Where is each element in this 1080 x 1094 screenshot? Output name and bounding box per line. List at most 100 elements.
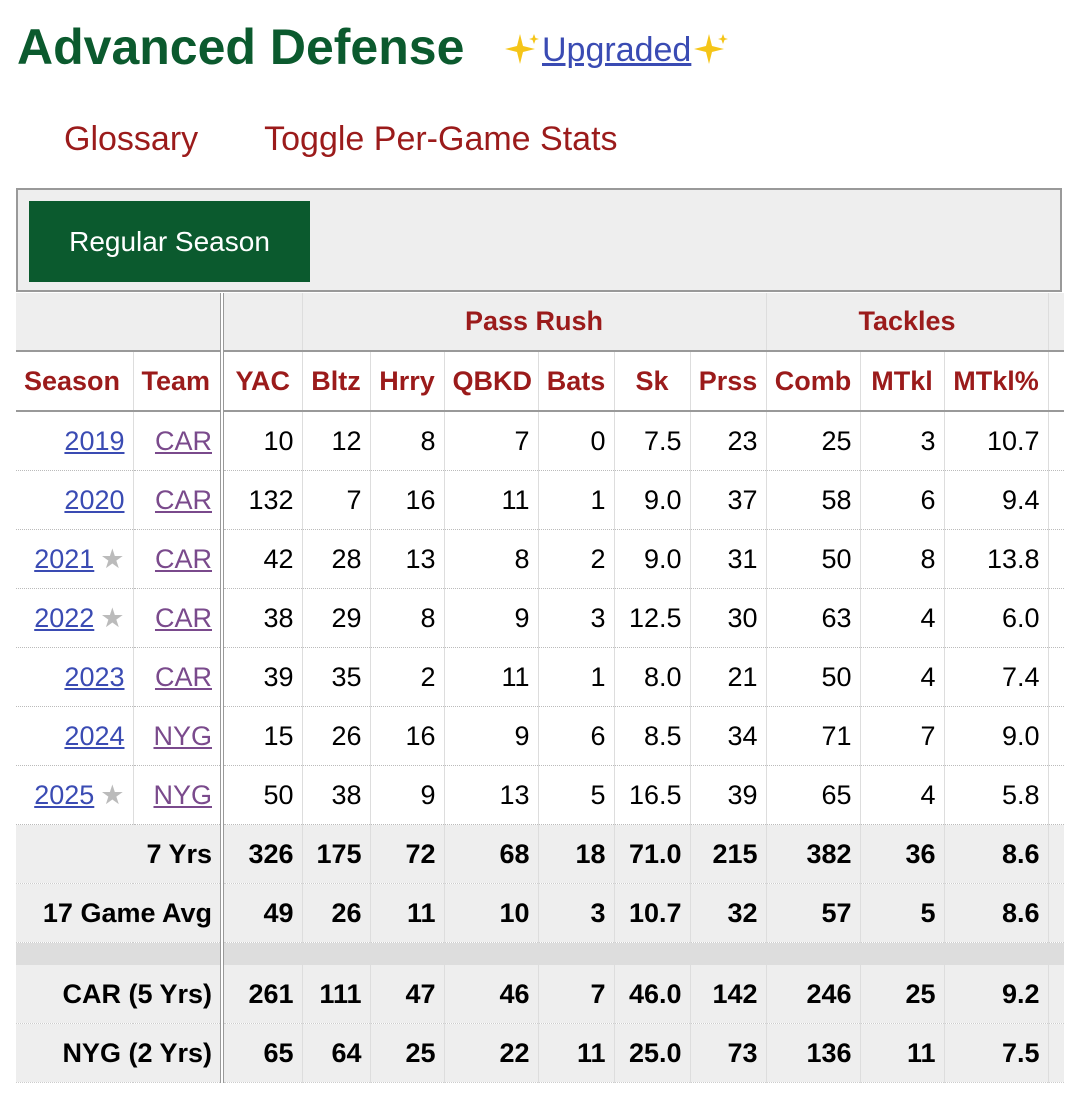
stat-cell: 29 [302, 588, 371, 648]
team-link[interactable]: NYG [153, 720, 212, 751]
total-cell: 49 [222, 883, 303, 943]
team-link[interactable]: CAR [154, 661, 212, 692]
stat-cell: 2 [370, 647, 445, 707]
stat-cell: 11 [444, 470, 539, 530]
total-row: CAR (5 Yrs) 261 111 47 46 7 46.0 142 246 25 9.2 [16, 965, 1064, 1024]
season-cell: 2019 [16, 411, 134, 471]
data-row: 2020 CAR 132 7 16 11 1 9.0 37 58 6 9.4 [16, 470, 1064, 530]
team-link[interactable]: CAR [154, 484, 212, 515]
stat-cell: 50 [222, 765, 303, 825]
total-cell: 382 [766, 824, 861, 884]
stat-cell: 16 [370, 470, 445, 530]
total-cell: 32 [690, 883, 767, 943]
team-cell: NYG [133, 765, 224, 825]
column-header[interactable]: Prss [690, 351, 767, 412]
stat-cell: 58 [766, 470, 861, 530]
season-cell: 2023 [16, 647, 134, 707]
stat-cell: 3 [538, 588, 615, 648]
season-link[interactable]: 2021 [34, 543, 95, 574]
total-label: NYG (2 Yrs) [16, 1023, 224, 1083]
total-cell: 5 [860, 883, 945, 943]
total-cell: 136 [766, 1023, 861, 1083]
stat-cell: 5.8 [944, 765, 1049, 825]
team-link[interactable]: NYG [153, 779, 212, 810]
total-cell: 46.0 [614, 965, 691, 1024]
column-header [1048, 351, 1064, 412]
season-cell: 2024 [16, 706, 134, 766]
cut-cell [1048, 411, 1064, 471]
column-header[interactable]: Sk [614, 351, 691, 412]
cut-cell [1048, 883, 1064, 943]
season-link[interactable]: 2023 [64, 661, 125, 692]
season-link[interactable]: 2020 [64, 484, 125, 515]
cut-cell [1048, 647, 1064, 707]
stat-cell: 42 [222, 529, 303, 589]
stat-cell: 12 [302, 411, 371, 471]
stat-cell: 2 [538, 529, 615, 589]
stat-cell: 4 [860, 765, 945, 825]
column-header[interactable]: YAC [222, 351, 303, 412]
season-link[interactable]: 2024 [64, 720, 125, 751]
stat-cell: 132 [222, 470, 303, 530]
stat-cell: 35 [302, 647, 371, 707]
stats-table: Pass Rush Tackles Season Team YAC Bltz Hrry QBK… [16, 293, 1064, 1083]
team-link[interactable]: CAR [154, 602, 212, 633]
total-cell: 22 [444, 1023, 539, 1083]
stat-cell: 39 [690, 765, 767, 825]
total-row: NYG (2 Yrs) 65 64 25 22 11 25.0 73 136 11 7.5 [16, 1023, 1064, 1083]
total-label: CAR (5 Yrs) [16, 965, 224, 1024]
total-cell: 36 [860, 824, 945, 884]
total-cell: 326 [222, 824, 303, 884]
total-cell: 25 [370, 1023, 445, 1083]
column-header[interactable]: MTkl [860, 351, 945, 412]
team-link[interactable]: CAR [154, 543, 212, 574]
column-header[interactable]: Team [133, 351, 224, 412]
total-cell: 8.6 [944, 883, 1049, 943]
cut-cell [1048, 1023, 1064, 1083]
total-cell: 26 [302, 883, 371, 943]
column-header[interactable]: Season [16, 351, 134, 412]
total-cell: 11 [860, 1023, 945, 1083]
stat-cell: 7 [302, 470, 371, 530]
data-row: 2025 ★ NYG 50 38 9 13 5 16.5 39 65 4 5.8 [16, 765, 1064, 825]
column-header[interactable]: MTkl% [944, 351, 1049, 412]
total-cell: 8.6 [944, 824, 1049, 884]
column-header[interactable]: Bats [538, 351, 615, 412]
column-header-row: Season Team YAC Bltz Hrry QBKD Bats Sk Prss Comb M… [16, 351, 1064, 412]
stat-cell: 25 [766, 411, 861, 471]
stat-cell: 23 [690, 411, 767, 471]
group-header [1048, 293, 1064, 352]
group-header-row: Pass Rush Tackles [16, 293, 1064, 352]
stat-cell: 38 [222, 588, 303, 648]
spacer [222, 942, 1064, 965]
season-link[interactable]: 2025 [34, 779, 95, 810]
stat-cell: 4 [860, 647, 945, 707]
award-star: ★ [100, 779, 125, 810]
stat-cell: 71 [766, 706, 861, 766]
total-cell: 46 [444, 965, 539, 1024]
column-header[interactable]: Bltz [302, 351, 371, 412]
team-link[interactable]: CAR [154, 425, 212, 456]
column-header[interactable]: QBKD [444, 351, 539, 412]
tab[interactable]: Regular Season [29, 201, 310, 282]
season-link[interactable]: 2019 [64, 425, 125, 456]
total-cell: 11 [538, 1023, 615, 1083]
total-label: 17 Game Avg [16, 883, 224, 943]
season-link[interactable]: 2022 [34, 602, 95, 633]
stat-cell: 8.5 [614, 706, 691, 766]
total-cell: 9.2 [944, 965, 1049, 1024]
total-label: 7 Yrs [16, 824, 224, 884]
spacer-row [16, 942, 1064, 965]
season-cell: 2020 [16, 470, 134, 530]
column-header[interactable]: Hrry [370, 351, 445, 412]
stat-cell: 31 [690, 529, 767, 589]
column-header[interactable]: Comb [766, 351, 861, 412]
stat-cell: 9.4 [944, 470, 1049, 530]
upgraded-link[interactable]: Upgraded [542, 30, 692, 69]
stat-cell: 13.8 [944, 529, 1049, 589]
nav-link[interactable]: Glossary [64, 120, 199, 158]
stat-cell: 1 [538, 647, 615, 707]
stat-cell: 13 [444, 765, 539, 825]
stat-cell: 9.0 [944, 706, 1049, 766]
nav-link[interactable]: Toggle Per-Game Stats [264, 120, 618, 158]
